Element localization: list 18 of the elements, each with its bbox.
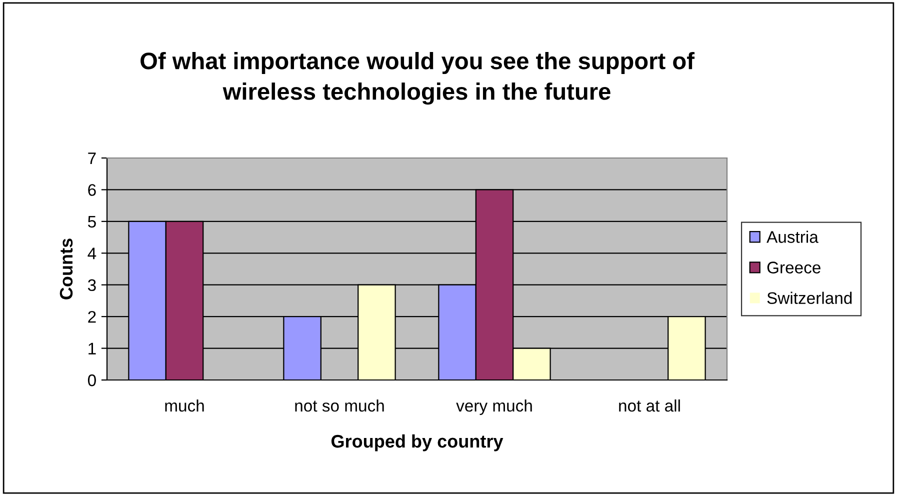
y-tick-label: 6 — [88, 184, 96, 196]
y-tick-label: 7 — [88, 152, 96, 164]
y-tick-label: 1 — [88, 342, 96, 354]
x-tick-label: much — [165, 399, 204, 412]
y-tick-label: 5 — [88, 216, 96, 228]
y-tick-label: 2 — [88, 310, 96, 323]
chart-title: Of what importance would you see the support of wireless technologies in the future — [140, 52, 695, 105]
legend-label: Austria — [766, 230, 818, 243]
x-tick-label: not at all — [619, 399, 680, 412]
x-axis-title: Grouped by country — [331, 434, 504, 452]
y-tick-label: 3 — [88, 279, 96, 292]
y-tick-label: 4 — [88, 248, 96, 260]
x-tick-label: very much — [456, 399, 532, 415]
y-tick-label: 0 — [88, 374, 96, 386]
y-axis-title: Counts — [60, 238, 73, 300]
x-tick-label: not so much — [295, 399, 384, 412]
legend-label: Greece — [767, 262, 820, 274]
legend-label: Switzerland — [767, 292, 852, 304]
